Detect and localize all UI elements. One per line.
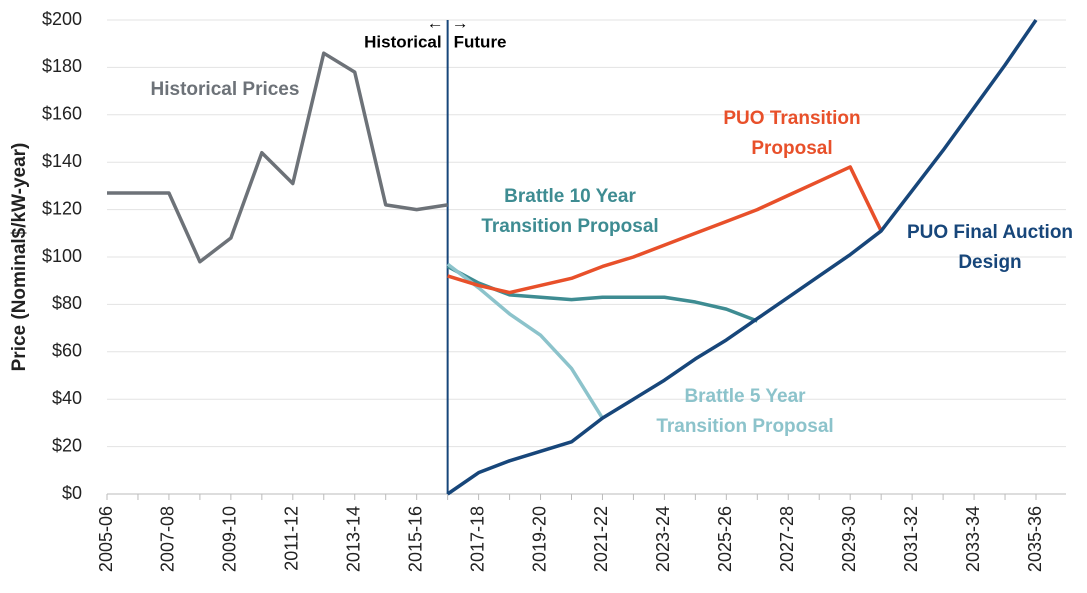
series-label: Historical Prices	[151, 79, 300, 100]
y-tick-label: $200	[42, 9, 82, 29]
series-label: Proposal	[751, 138, 832, 159]
x-tick-label: 2035-36	[1025, 506, 1045, 572]
y-tick-label: $0	[62, 483, 82, 503]
series-label: Brattle 5 Year	[684, 386, 806, 407]
x-tick-label: 2031-32	[901, 506, 921, 572]
y-tick-label: $100	[42, 246, 82, 266]
series-label: Transition Proposal	[656, 416, 833, 437]
series-line	[446, 264, 758, 323]
x-tick-label: 2033-34	[963, 506, 983, 572]
series-label: PUO Transition	[723, 108, 860, 129]
y-tick-label: $140	[42, 151, 82, 171]
series-label: Transition Proposal	[481, 216, 658, 237]
y-tick-label: $20	[52, 435, 82, 455]
x-tick-label: 2023-24	[653, 506, 673, 572]
x-tick-label: 2007-08	[158, 506, 178, 572]
series-line	[447, 165, 883, 295]
x-tick-label: 2025-26	[715, 506, 735, 572]
x-tick-label: 2017-18	[467, 506, 487, 572]
divider-label: Historical	[364, 32, 441, 51]
x-tick-label: 2013-14	[343, 506, 363, 572]
x-tick-label: 2029-30	[839, 506, 859, 572]
y-tick-label: $160	[42, 104, 82, 124]
x-tick-label: 2009-10	[220, 506, 240, 572]
x-tick-label: 2015-16	[405, 506, 425, 572]
divider-arrow: ←	[427, 13, 444, 32]
y-tick-label: $120	[42, 198, 82, 218]
series-label: Brattle 10 Year	[504, 186, 636, 207]
divider-label: Future	[454, 32, 507, 51]
x-tick-label: 2005-06	[96, 506, 116, 572]
y-tick-label: $80	[52, 293, 82, 313]
series-label: PUO Final Auction	[907, 222, 1073, 243]
y-axis-label: Price (Nominal$/kW-year)	[9, 143, 30, 372]
y-tick-label: $180	[42, 56, 82, 76]
y-tick-label: $60	[52, 341, 82, 361]
series-line	[107, 51, 448, 264]
x-tick-label: 2019-20	[529, 506, 549, 572]
x-tick-label: 2021-22	[591, 506, 611, 572]
x-tick-label: 2011-12	[282, 506, 302, 571]
divider-arrow: →	[452, 13, 469, 32]
series-label: Design	[958, 252, 1021, 273]
y-tick-label: $40	[52, 388, 82, 408]
x-tick-label: 2027-28	[777, 506, 797, 572]
series-line	[446, 19, 1038, 496]
